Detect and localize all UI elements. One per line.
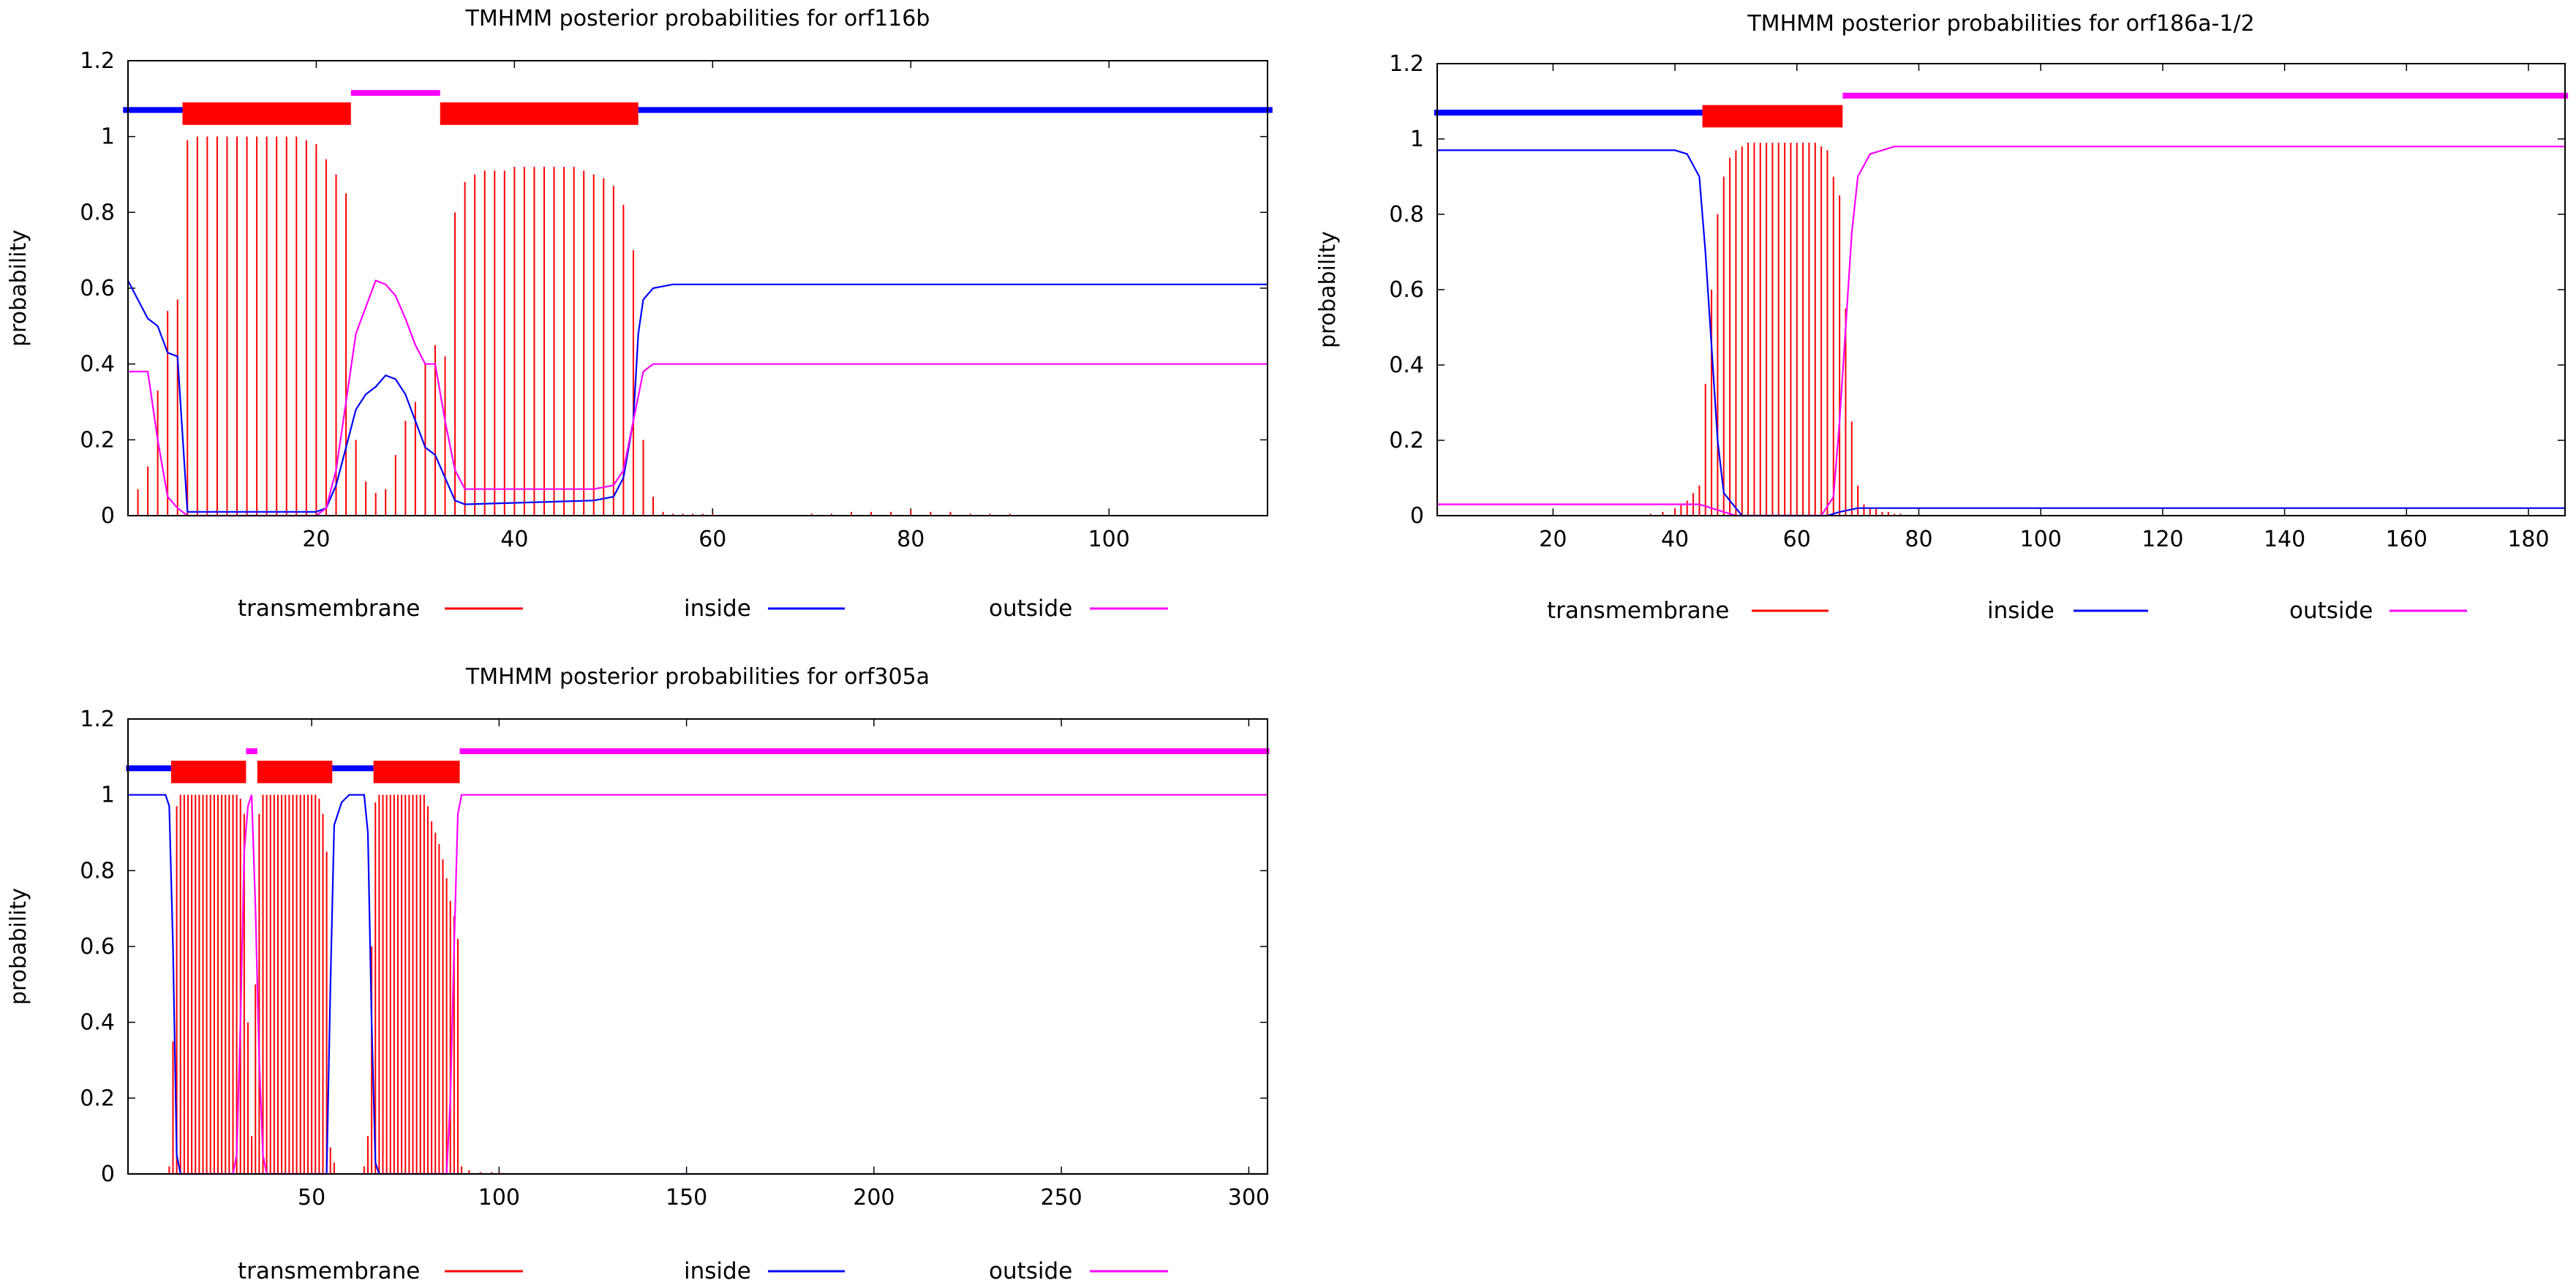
transmembrane-series [1649, 143, 1902, 516]
chart-title: TMHMM posterior probabilities for orf186… [1747, 11, 2254, 37]
x-tick-label: 20 [1539, 527, 1567, 552]
legend-label-outside: outside [989, 1258, 1072, 1280]
y-tick-label: 1.2 [1389, 51, 1424, 77]
inside-line [1437, 149, 2565, 517]
x-tick-label: 100 [478, 1185, 520, 1211]
x-tick-label: 180 [2507, 527, 2549, 552]
y-tick-label: 0 [1410, 503, 1424, 529]
x-tick-label: 250 [1040, 1185, 1082, 1211]
x-tick-label: 160 [2386, 527, 2428, 552]
x-tick-label: 140 [2264, 527, 2305, 552]
x-tick-label: 100 [2020, 527, 2062, 552]
y-tick-label: 0.6 [1389, 277, 1424, 303]
chart-orf116b: TMHMM posterior probabilities for orf116… [6, 6, 1273, 622]
y-tick-label: 1 [101, 783, 115, 808]
legend-label-transmembrane: transmembrane [1547, 598, 1729, 624]
topology-transmembrane-segment [257, 761, 333, 783]
x-tick-label: 150 [666, 1185, 707, 1211]
outside-line [128, 279, 1268, 517]
y-axis-label: probability [1315, 231, 1341, 348]
x-tick-label: 50 [298, 1185, 325, 1211]
y-tick-label: 0.2 [80, 427, 115, 453]
transmembrane-series [127, 136, 1011, 516]
y-axis-label: probability [6, 230, 31, 347]
x-tick-label: 300 [1228, 1185, 1270, 1211]
legend-label-outside: outside [2289, 598, 2373, 624]
outside-line [128, 794, 1268, 1175]
topology-inside-segment [1434, 109, 1703, 116]
topology-inside-segment [123, 107, 183, 113]
y-tick-label: 0.8 [80, 858, 115, 884]
y-tick-label: 0 [101, 1162, 115, 1187]
plot-frame [1436, 63, 2566, 516]
topology-transmembrane-segment [440, 102, 639, 125]
y-tick-label: 1 [1410, 127, 1424, 152]
y-tick-label: 0.8 [1389, 202, 1424, 227]
topology-inside-segment [638, 107, 1273, 113]
y-tick-label: 0.2 [80, 1085, 115, 1111]
y-tick-label: 0.4 [80, 352, 115, 377]
legend-label-inside: inside [684, 595, 751, 622]
x-tick-label: 20 [302, 527, 330, 552]
y-tick-label: 0.6 [80, 276, 115, 301]
y-tick-label: 0 [101, 503, 115, 529]
x-tick-label: 60 [1783, 527, 1811, 552]
topology-transmembrane-segment [373, 761, 460, 783]
y-tick-label: 0.2 [1389, 428, 1424, 453]
y-tick-label: 0.8 [80, 200, 115, 225]
y-tick-label: 0.6 [80, 934, 115, 960]
x-tick-label: 100 [1088, 527, 1130, 552]
plot-frame [127, 718, 1268, 1175]
legend-label-outside: outside [989, 595, 1072, 622]
chart-title: TMHMM posterior probabilities for orf116… [465, 6, 930, 31]
y-tick-label: 1 [101, 124, 115, 150]
x-tick-label: 40 [500, 527, 528, 552]
y-tick-label: 0.4 [1389, 353, 1424, 378]
topology-outside-segment [459, 748, 1270, 755]
topology-outside-segment [350, 90, 440, 97]
plot-frame [127, 60, 1268, 516]
x-tick-label: 60 [698, 527, 726, 552]
inside-line [128, 794, 1268, 1175]
chart-orf186a-1-2: TMHMM posterior probabilities for orf186… [1315, 11, 2569, 624]
x-tick-label: 80 [1905, 527, 1932, 552]
y-tick-label: 1.2 [80, 707, 115, 732]
inside-line [127, 280, 1268, 513]
y-axis-label: probability [6, 888, 31, 1005]
topology-inside-segment [126, 765, 171, 772]
topology-transmembrane-segment [182, 102, 351, 125]
x-tick-label: 200 [853, 1185, 895, 1211]
y-tick-label: 1.2 [80, 48, 115, 74]
x-tick-label: 120 [2142, 527, 2183, 552]
legend-label-inside: inside [1987, 598, 2055, 624]
y-tick-label: 0.4 [80, 1010, 115, 1036]
legend-label-transmembrane: transmembrane [238, 595, 420, 622]
topology-transmembrane-segment [1702, 105, 1843, 128]
legend-label-transmembrane: transmembrane [238, 1258, 420, 1280]
topology-outside-segment [246, 748, 257, 755]
x-tick-label: 40 [1661, 527, 1689, 552]
transmembrane-series [168, 794, 500, 1174]
x-tick-label: 80 [897, 527, 924, 552]
chart-title: TMHMM posterior probabilities for orf305… [465, 664, 930, 690]
topology-outside-segment [1842, 92, 2569, 99]
topology-inside-segment [332, 765, 374, 772]
chart-orf305a: TMHMM posterior probabilities for orf305… [6, 664, 1270, 1280]
outside-line [1437, 146, 2565, 517]
legend-label-inside: inside [684, 1258, 751, 1280]
topology-transmembrane-segment [170, 761, 246, 783]
